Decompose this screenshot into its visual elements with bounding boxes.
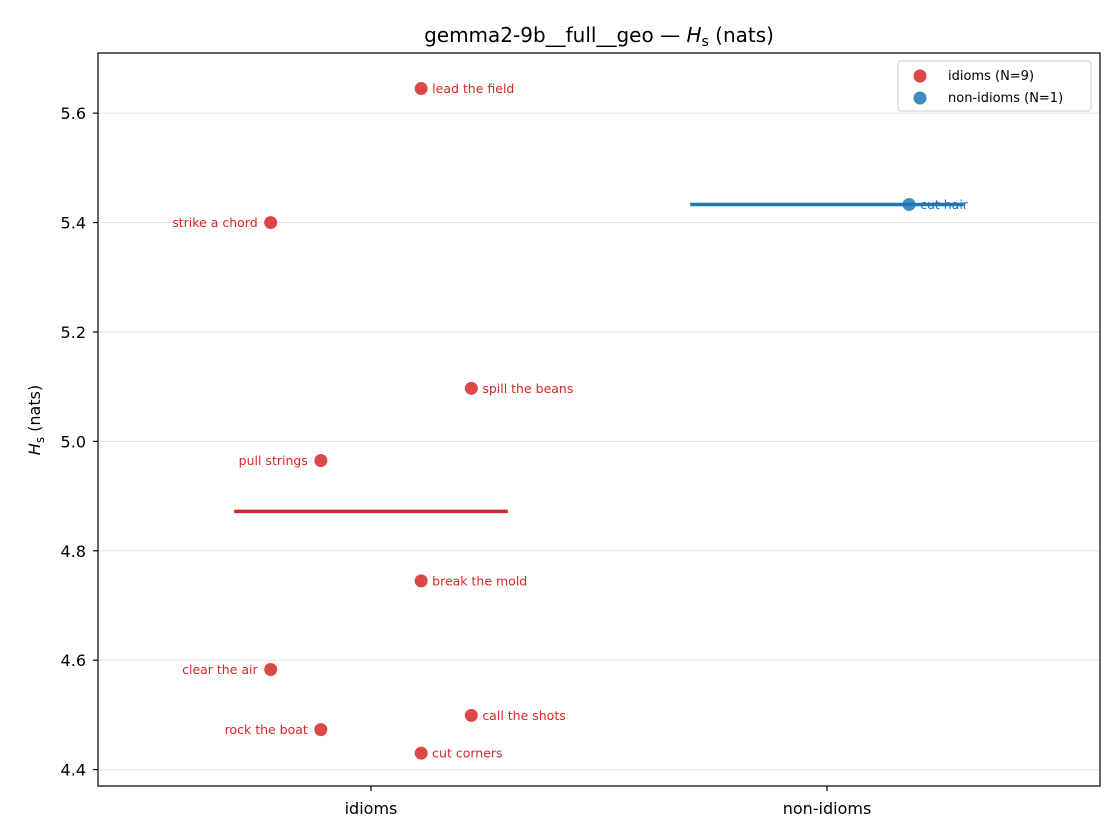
x-tick-label: idioms bbox=[345, 799, 398, 818]
y-axis-label: Hs (nats) bbox=[25, 385, 47, 455]
point-label: cut corners bbox=[432, 746, 502, 761]
point-label: call the shots bbox=[482, 708, 565, 723]
y-tick-label: 5.4 bbox=[61, 214, 86, 233]
point-label: spill the beans bbox=[482, 381, 573, 396]
point-label: rock the boat bbox=[225, 722, 308, 737]
plot-frame bbox=[97, 52, 1101, 787]
x-axis: idioms non-idioms bbox=[345, 786, 872, 818]
y-tick-label: 4.8 bbox=[61, 542, 86, 561]
data-point bbox=[464, 381, 478, 395]
legend: idioms (N=9) non-idioms (N=1) bbox=[897, 60, 1092, 112]
data-point bbox=[414, 746, 428, 760]
data-point bbox=[902, 198, 916, 212]
point-label: cut hair bbox=[920, 197, 969, 212]
point-label: lead the field bbox=[432, 81, 514, 96]
point-label: strike a chord bbox=[172, 215, 257, 230]
legend-label-idioms: idioms (N=9) bbox=[948, 69, 1034, 84]
y-tick-label: 5.6 bbox=[61, 104, 86, 123]
data-point bbox=[464, 708, 478, 722]
chart-title: gemma2-9b__full__geo — Hs (nats) bbox=[424, 23, 774, 50]
y-tick-label: 4.6 bbox=[61, 651, 86, 670]
y-tick-label: 5.2 bbox=[61, 323, 86, 342]
legend-label-non-idioms: non-idioms (N=1) bbox=[948, 91, 1063, 106]
y-tick-label: 4.4 bbox=[61, 761, 86, 780]
x-tick-label: non-idioms bbox=[783, 799, 872, 818]
point-label: break the mold bbox=[432, 573, 527, 588]
legend-marker-non-idioms bbox=[913, 91, 927, 105]
point-label: pull strings bbox=[239, 453, 308, 468]
mean-lines bbox=[234, 202, 964, 514]
y-axis: 4.4 4.6 4.8 5.0 5.2 5.4 5.6 bbox=[61, 104, 98, 780]
data-point bbox=[264, 662, 278, 676]
data-points: lead the field strike a chord spill the be… bbox=[172, 81, 969, 761]
data-point bbox=[264, 216, 278, 230]
legend-marker-idioms bbox=[913, 69, 927, 83]
data-point bbox=[314, 454, 328, 468]
point-label: clear the air bbox=[182, 662, 258, 677]
data-point bbox=[414, 574, 428, 588]
data-point bbox=[314, 723, 328, 737]
legend-box bbox=[897, 60, 1092, 112]
y-tick-label: 5.0 bbox=[61, 432, 86, 451]
data-point bbox=[414, 82, 428, 96]
